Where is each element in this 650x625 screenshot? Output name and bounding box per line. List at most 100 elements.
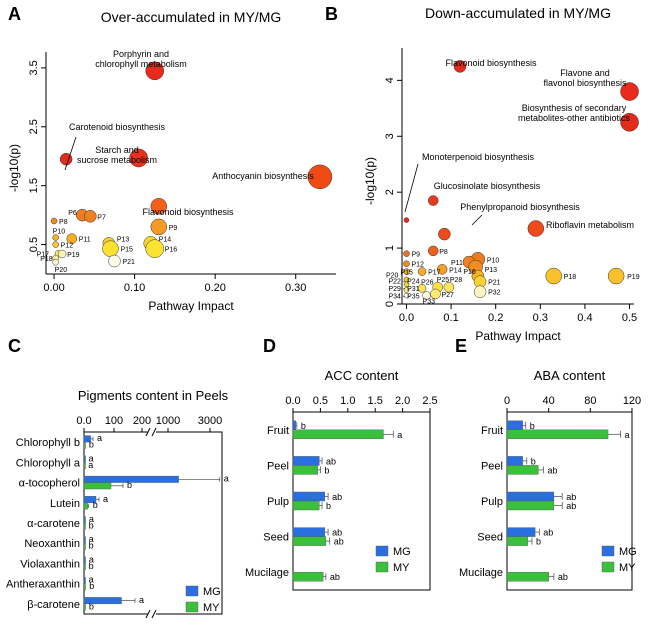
- point-label: P10: [53, 228, 66, 235]
- data-point: [403, 217, 410, 223]
- legend-label: MG: [203, 586, 221, 598]
- x-tick-label: 2.5: [422, 395, 437, 407]
- data-point: [403, 268, 410, 275]
- bar-my: [292, 465, 318, 475]
- significance-letter: a: [139, 595, 144, 605]
- data-point: [527, 220, 545, 237]
- data-point: [145, 239, 164, 258]
- bar-my: [83, 522, 86, 530]
- significance-letter: b: [89, 561, 94, 571]
- panel-letter-e: E: [455, 336, 467, 356]
- x-tick-label: 0: [504, 395, 510, 407]
- annotation-label: sucrose metabolism: [77, 155, 157, 165]
- bar-mg: [292, 527, 325, 537]
- significance-letter: ab: [332, 492, 342, 502]
- category-label: Peel: [481, 460, 503, 472]
- data-point: [307, 164, 333, 190]
- significance-letter: a: [89, 554, 94, 564]
- significance-letter: b: [326, 501, 331, 511]
- data-point: [438, 227, 451, 241]
- legend-label: MG: [619, 546, 637, 558]
- annotation-label: Flavone and: [560, 68, 610, 78]
- point-label: P16: [463, 269, 476, 276]
- bar-mg: [83, 556, 86, 564]
- data-point: [430, 288, 441, 300]
- chart-title: ABA content: [534, 368, 606, 383]
- bar-my: [83, 502, 88, 510]
- bar-mg: [83, 576, 86, 584]
- x-tick-label: 0.5: [622, 312, 637, 324]
- bar-mg: [292, 456, 320, 466]
- bar-my: [83, 603, 86, 611]
- bar-mg: [292, 420, 296, 430]
- x-tick-label: 0.10: [124, 282, 145, 294]
- legend-swatch-mg: [185, 585, 199, 597]
- axis-break-bottom-gap: [148, 610, 156, 618]
- x-tick-label: 0.0: [76, 415, 91, 427]
- y-tick-label: 3: [384, 133, 396, 139]
- significance-letter: a: [89, 453, 94, 463]
- point-label: P27: [441, 292, 454, 299]
- bar-mg: [506, 420, 523, 430]
- data-point: [436, 264, 448, 275]
- point-label: P20: [55, 267, 68, 274]
- point-label: P18: [40, 256, 53, 263]
- annotation-label: Porphyrin and: [113, 49, 169, 59]
- significance-letter: b: [89, 581, 94, 591]
- significance-letter: b: [89, 601, 94, 611]
- bar-mg: [83, 455, 86, 463]
- chart-title: Over-accumulated in MY/MG: [101, 9, 282, 25]
- x-axis-label: Pathway Impact: [148, 299, 234, 313]
- category-label: Violaxanthin: [20, 558, 80, 570]
- significance-letter: a: [97, 433, 102, 443]
- point-label: P19: [67, 252, 80, 259]
- legend-label: MG: [393, 546, 411, 558]
- significance-letter: b: [531, 456, 536, 466]
- bar-my: [506, 536, 529, 546]
- point-label: P21: [122, 259, 135, 266]
- category-label: α-carotene: [27, 518, 80, 530]
- x-tick-label: 0.0: [399, 312, 414, 324]
- data-point: [59, 152, 73, 166]
- data-point: [52, 258, 59, 266]
- legend-swatch-mg: [601, 545, 615, 557]
- point-label: P9: [169, 225, 178, 232]
- point-label: P13: [485, 267, 498, 274]
- bar-mg: [83, 536, 86, 544]
- x-tick-label: 0.00: [43, 282, 64, 294]
- legend-swatch-my: [375, 561, 389, 573]
- x-tick-label: 0.0: [285, 395, 300, 407]
- category-label: Neoxanthin: [24, 538, 80, 550]
- bar-my: [83, 543, 86, 550]
- category-label: α-tocopherol: [19, 478, 80, 490]
- panel-letter-b: B: [325, 4, 338, 24]
- point-label: P9: [411, 252, 420, 259]
- point-label: P21: [488, 280, 501, 287]
- axis-break-bottom: [151, 609, 157, 619]
- significance-letter: a: [89, 514, 94, 524]
- data-point: [427, 245, 439, 257]
- point-label: P32: [488, 290, 501, 297]
- point-label: P10: [487, 257, 500, 264]
- significance-letter: a: [625, 430, 630, 440]
- annotation-label: metabolites-other antibiotics: [518, 113, 631, 123]
- point-label: P6: [68, 210, 77, 217]
- point-label: P25: [437, 277, 450, 284]
- point-label: P13: [117, 236, 130, 243]
- data-point: [607, 267, 625, 285]
- significance-letter: b: [324, 465, 329, 475]
- point-label: P17: [428, 270, 441, 277]
- significance-letter: a: [103, 494, 108, 504]
- data-point: [84, 210, 97, 223]
- point-label: P19: [627, 274, 640, 281]
- data-point: [403, 281, 410, 288]
- y-tick-label: 2.5: [28, 119, 40, 134]
- data-point: [150, 218, 168, 236]
- category-label: Seed: [477, 532, 503, 544]
- chart-title: Pigments content in Peels: [78, 388, 229, 403]
- category-label: Peel: [267, 460, 289, 472]
- category-label: Pulp: [267, 496, 289, 508]
- annotation-label: flavonol biosynthesis: [543, 78, 627, 88]
